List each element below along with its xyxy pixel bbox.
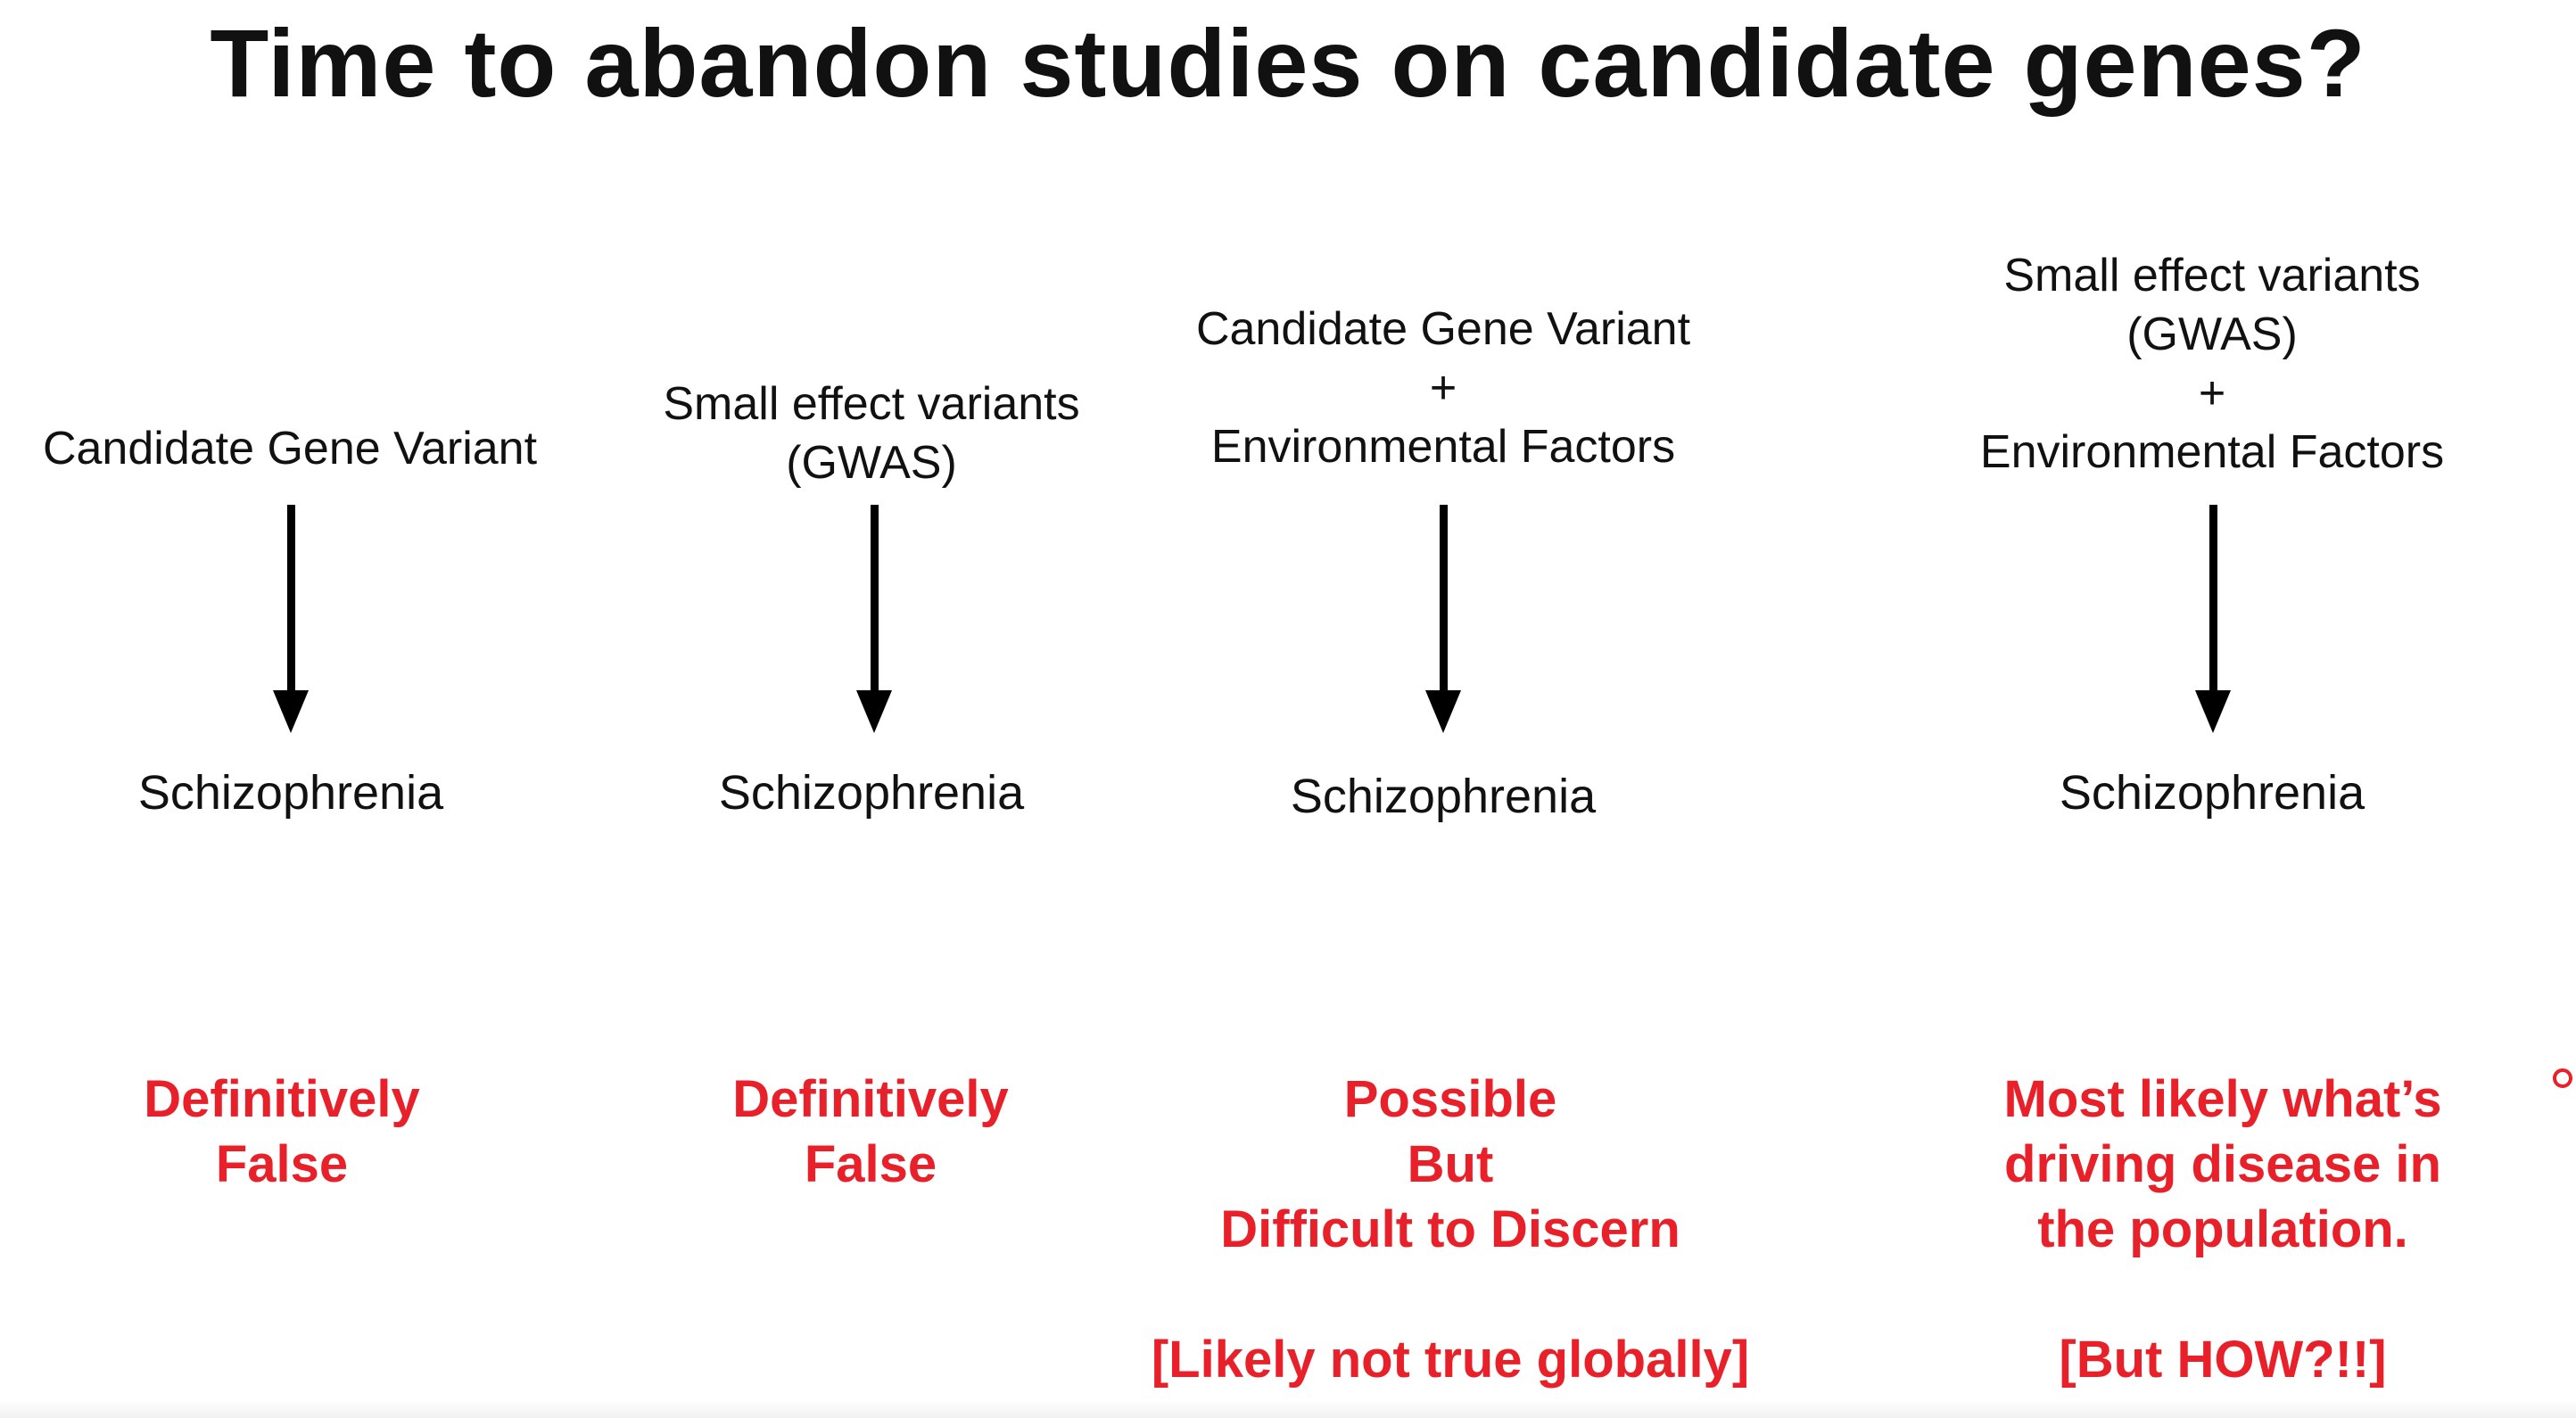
verdict-line: Most likely what’s [2003,1070,2442,1128]
outcome-label: Schizophrenia [2059,766,2365,820]
verdict-line: driving disease in [2004,1135,2441,1193]
verdict-line: Possible [1343,1070,1557,1128]
verdict-line: Difficult to Discern [1220,1200,1680,1258]
outcome-label: Schizophrenia [718,766,1025,820]
verdict-note: [But HOW?!!] [2059,1331,2387,1389]
cause-line: Environmental Factors [1210,421,1676,473]
cause-line: (GWAS) [786,437,957,489]
cause-label: Candidate Gene Variant [0,419,602,478]
cause-line: (GWAS) [2126,309,2298,360]
verdict-line: False [215,1135,349,1193]
cause-line: Small effect variants [2003,250,2421,301]
down-arrow-icon [1425,505,1461,733]
outcome-label: Schizophrenia [137,766,444,820]
verdict-line: False [804,1135,937,1193]
verdict-line: Definitively [144,1070,420,1128]
cause-line: Small effect variants [663,378,1080,430]
verdict-text: Definitively False [0,1067,621,1197]
verdict-note: [Likely not true globally] [1151,1331,1750,1389]
down-arrow-icon [273,505,309,733]
verdict-line: Definitively [732,1070,1009,1128]
cause-line: Environmental Factors [1979,426,2445,478]
cause-line: + [1429,362,1457,414]
down-arrow-icon [856,505,892,733]
verdict-text: Possible But Difficult to Discern [Likel… [1111,1067,1789,1392]
cause-label: Small effect variants (GWAS) [559,375,1184,492]
verdict-text: Definitively False [532,1067,1210,1197]
cause-line: Candidate Gene Variant [1195,303,1691,355]
verdict-text: Most likely what’s driving disease in th… [1884,1067,2562,1392]
verdict-line: But [1407,1135,1494,1193]
cause-label: Candidate Gene Variant + Environmental F… [1131,300,1755,476]
laser-pointer-icon [2553,1068,2572,1088]
cause-line: + [2198,367,2226,419]
verdict-line: the population. [2037,1200,2408,1258]
outcome-label: Schizophrenia [1290,770,1597,823]
cause-label: Small effect variants (GWAS) + Environme… [1900,246,2524,482]
bottom-edge [0,1400,2576,1418]
slide-title: Time to abandon studies on candidate gen… [210,9,2366,117]
cause-line: Candidate Gene Variant [42,423,538,474]
down-arrow-icon [2195,505,2231,733]
